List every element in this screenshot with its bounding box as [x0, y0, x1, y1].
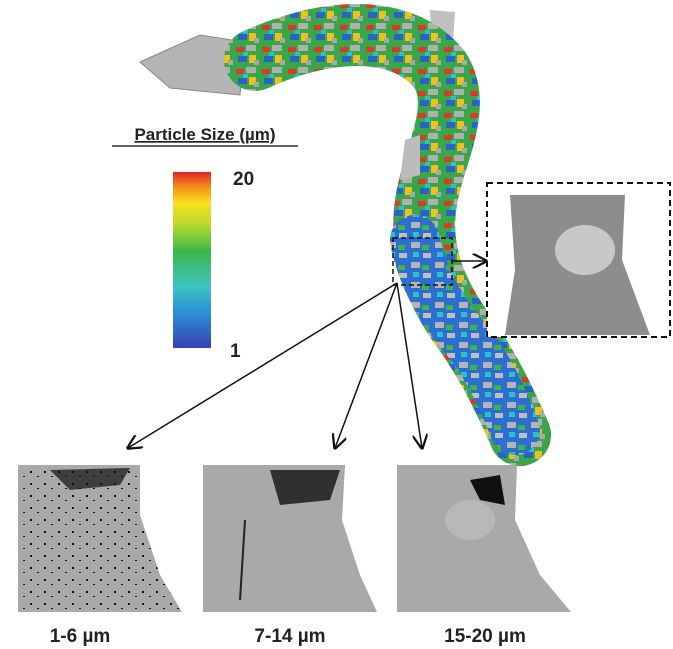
panel-3	[397, 465, 571, 612]
inset	[487, 183, 670, 337]
panel-label: 15-20 µm	[444, 626, 526, 647]
colorbar-min: 1	[230, 341, 241, 362]
figure: Particle Size (µm) 20 1 1-6 µm 7-14 µm 1…	[0, 0, 673, 649]
panel-label: 1-6 µm	[50, 626, 111, 647]
panel-2	[203, 465, 377, 612]
colorbar-max: 20	[233, 169, 254, 190]
panel-1	[18, 465, 182, 612]
colorbar-title: Particle Size (µm)	[134, 125, 275, 144]
colorbar	[173, 172, 211, 348]
panel-label: 7-14 µm	[254, 626, 325, 647]
